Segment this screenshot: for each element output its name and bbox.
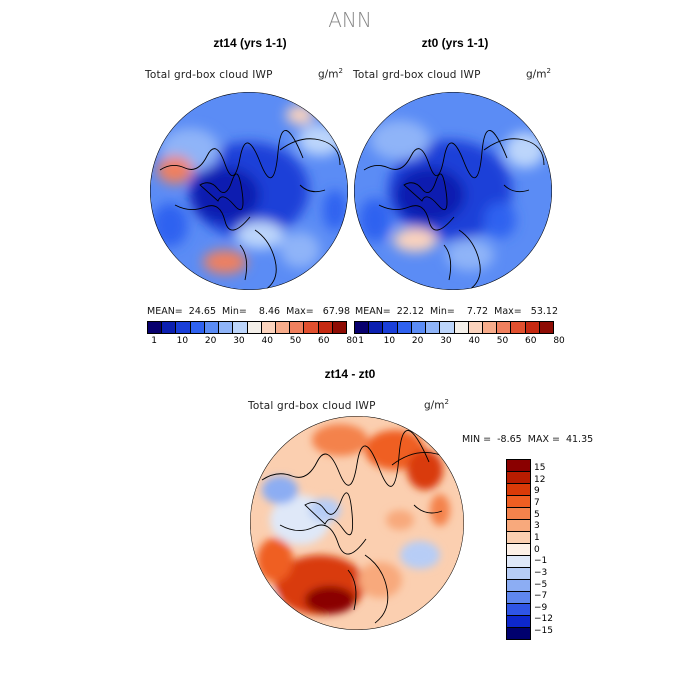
colorbar-swatch — [511, 322, 526, 333]
colorbar-swatch — [162, 322, 177, 333]
map-2-polar-plot — [354, 92, 552, 290]
colorbar-swatch — [369, 322, 384, 333]
panel-1-variable-label: Total grd-box cloud IWP — [145, 69, 273, 81]
diff-colorbar-label: −7 — [534, 591, 548, 602]
diff-colorbar-label: −9 — [534, 602, 548, 613]
colorbar-swatch — [290, 322, 305, 333]
diff-colorbar-swatch — [507, 628, 530, 639]
colorbar-tick-label: 1 — [358, 336, 364, 346]
panel-2-title: zt0 (yrs 1-1) — [421, 36, 489, 50]
colorbar-swatch — [411, 322, 427, 333]
colorbar-tick-label: 50 — [289, 336, 302, 346]
diff-colorbar-label: 15 — [534, 463, 546, 473]
diff-colorbar-swatch — [507, 580, 530, 592]
diff-colorbar-swatch — [507, 496, 530, 508]
diff-colorbar-swatch — [507, 508, 530, 520]
diff-colorbar-label: 12 — [534, 474, 546, 485]
panel-1-stats: MEAN= 24.65 Min= 8.46 Max= 67.98 — [147, 306, 350, 317]
panel-1-units: g/m2 — [318, 67, 343, 81]
colorbar-swatch — [468, 322, 483, 333]
colorbar-tick-label: 80 — [553, 336, 565, 346]
panel-2-units: g/m2 — [526, 67, 551, 81]
colorbar-swatch — [454, 322, 469, 333]
colorbar-swatch — [332, 322, 347, 333]
colorbar-swatch — [426, 322, 441, 333]
colorbar-tick-label: 80 — [346, 336, 358, 346]
colorbar-swatch — [440, 322, 455, 333]
diff-colorbar-label: 9 — [534, 486, 540, 497]
colorbar-swatch — [355, 322, 370, 333]
diff-colorbar-swatch — [507, 532, 530, 544]
diff-colorbar — [506, 459, 531, 640]
colorbar-tick-label: 60 — [525, 336, 537, 346]
colorbar-swatch — [233, 322, 248, 333]
diff-colorbar-swatch — [507, 616, 530, 628]
diff-colorbar-label: −1 — [534, 556, 548, 567]
diff-colorbar-swatch — [507, 520, 530, 532]
diff-colorbar-label: −12 — [534, 614, 553, 625]
colorbar-swatch — [497, 322, 512, 333]
colorbar-tick-label: 10 — [176, 336, 189, 346]
diff-colorbar-label: 7 — [534, 497, 540, 508]
diff-colorbar-label: −5 — [534, 579, 548, 590]
diff-colorbar-label: −3 — [534, 567, 548, 578]
diff-panel-units: g/m2 — [424, 398, 449, 412]
panel-2-colorbar — [354, 321, 554, 334]
colorbar-swatch — [219, 322, 234, 333]
diff-colorbar-label: 3 — [534, 521, 540, 532]
colorbar-swatch — [397, 322, 412, 333]
diff-colorbar-swatch — [507, 556, 530, 568]
diff-colorbar-swatch — [507, 460, 530, 472]
panel-2-stats: MEAN= 22.12 Min= 7.72 Max= 53.12 — [355, 306, 558, 317]
colorbar-tick-label: 20 — [411, 336, 424, 346]
panel-1-title: zt14 (yrs 1-1) — [213, 36, 287, 50]
diff-panel-stats: MIN = -8.65 MAX = 41.35 — [462, 434, 594, 445]
colorbar-swatch — [204, 322, 220, 333]
map-1-polar-plot — [150, 92, 348, 290]
colorbar-tick-label: 50 — [496, 336, 509, 346]
diff-colorbar-label: −15 — [534, 626, 553, 637]
colorbar-tick-label: 40 — [468, 336, 480, 346]
diff-colorbar-swatch — [507, 544, 530, 556]
panel-2-variable-label: Total grd-box cloud IWP — [353, 69, 481, 81]
colorbar-tick-label: 30 — [440, 336, 452, 346]
colorbar-tick-label: 10 — [383, 336, 396, 346]
colorbar-swatch — [275, 322, 291, 333]
colorbar-swatch — [261, 322, 276, 333]
colorbar-swatch — [190, 322, 205, 333]
colorbar-tick-label: 30 — [233, 336, 245, 346]
main-title: ANN — [328, 8, 372, 32]
diff-colorbar-swatch — [507, 568, 530, 580]
diff-colorbar-swatch — [507, 592, 530, 604]
colorbar-swatch — [176, 322, 191, 333]
colorbar-swatch — [539, 322, 554, 333]
colorbar-tick-label: 20 — [204, 336, 217, 346]
diff-colorbar-label: 5 — [534, 509, 540, 520]
colorbar-swatch — [148, 322, 163, 333]
diff-panel-variable-label: Total grd-box cloud IWP — [248, 400, 376, 412]
colorbar-tick-label: 40 — [261, 336, 273, 346]
diff-colorbar-swatch — [507, 472, 530, 484]
colorbar-swatch — [304, 322, 319, 333]
diff-colorbar-swatch — [507, 604, 530, 616]
map-diff-polar-plot — [250, 416, 464, 630]
colorbar-tick-label: 60 — [318, 336, 330, 346]
diff-colorbar-label: 0 — [534, 544, 540, 555]
colorbar-swatch — [482, 322, 498, 333]
colorbar-swatch — [525, 322, 540, 333]
colorbar-swatch — [247, 322, 262, 333]
diff-colorbar-swatch — [507, 484, 530, 496]
colorbar-tick-label: 1 — [151, 336, 157, 346]
colorbar-swatch — [318, 322, 333, 333]
diff-panel-title: zt14 - zt0 — [324, 367, 376, 381]
panel-1-colorbar — [147, 321, 347, 334]
colorbar-swatch — [383, 322, 398, 333]
diff-colorbar-label: 1 — [534, 532, 540, 543]
